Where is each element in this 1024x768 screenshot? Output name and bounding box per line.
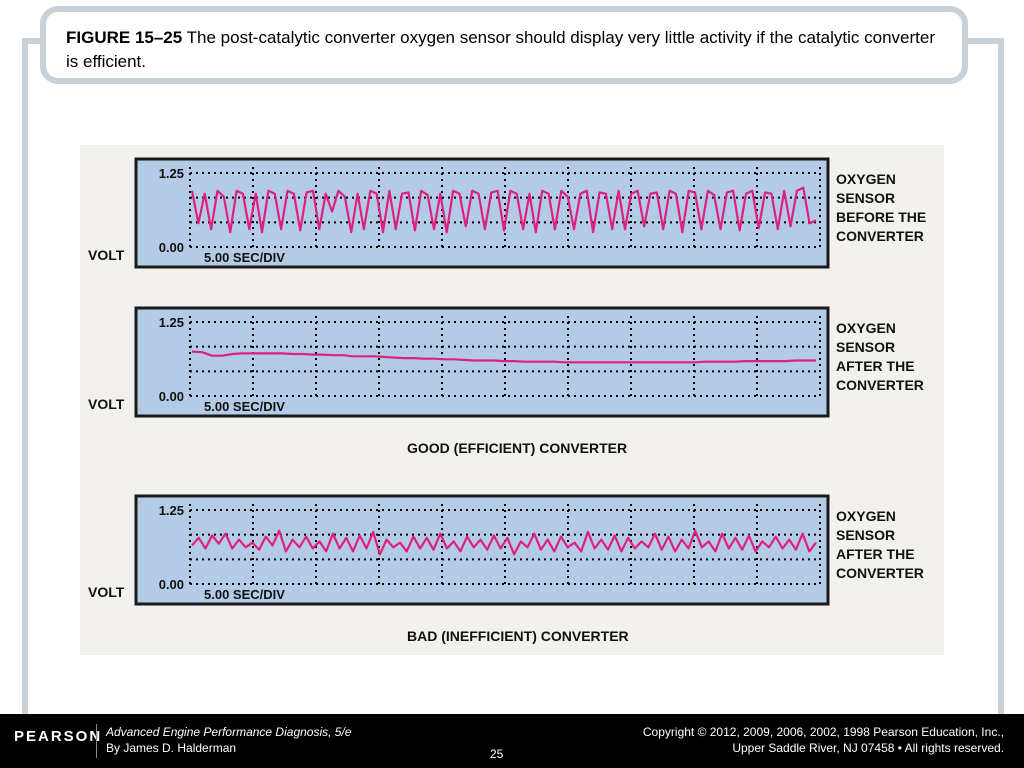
oxygen-sensor-figure: 1.25 0.00 5.00 SEC/DIV VOLT OXYGEN SENSOR BEFO… xyxy=(88,157,926,644)
x-axis-label: 5.00 SEC/DIV xyxy=(204,399,285,414)
y-tick-label-top: 1.25 xyxy=(159,315,184,330)
side-label-line: OXYGEN xyxy=(836,320,896,336)
side-label-line: CONVERTER xyxy=(836,377,924,393)
converter-group-label: BAD (INEFFICIENT) CONVERTER xyxy=(407,628,629,644)
slide-frame-right xyxy=(998,38,1004,716)
converter-group-label: GOOD (EFFICIENT) CONVERTER xyxy=(407,440,627,456)
y-axis-label: VOLT xyxy=(88,396,125,412)
side-label-line: AFTER THE xyxy=(836,358,915,374)
side-label-line: BEFORE THE xyxy=(836,209,926,225)
copyright-line-1: Copyright © 2012, 2009, 2006, 2002, 1998… xyxy=(642,725,1004,739)
footer-divider xyxy=(96,724,97,758)
page-number: 25 xyxy=(490,747,504,761)
author-name: By James D. Halderman xyxy=(106,741,237,755)
side-label-line: SENSOR xyxy=(836,190,895,206)
y-axis-label: VOLT xyxy=(88,247,125,263)
figure-label: FIGURE 15–25 xyxy=(66,28,183,47)
copyright-line-2: Upper Saddle River, NJ 07458 • All right… xyxy=(732,741,1004,755)
y-tick-label-bottom: 0.00 xyxy=(159,389,184,404)
footer-bar: PEARSON Advanced Engine Performance Diag… xyxy=(0,714,1024,768)
caption-text: The post-catalytic converter oxygen sens… xyxy=(66,28,935,71)
side-label-line: OXYGEN xyxy=(836,171,896,187)
figure-caption: FIGURE 15–25 The post-catalytic converte… xyxy=(66,26,946,74)
chart-panel-3: 1.25 0.00 5.00 SEC/DIV VOLT OXYGEN SENSOR AFTE… xyxy=(88,494,924,644)
sensor-trace xyxy=(190,186,817,234)
side-label-line: SENSOR xyxy=(836,339,895,355)
sensor-trace xyxy=(191,350,816,364)
plot-area xyxy=(134,494,830,606)
y-tick-label-top: 1.25 xyxy=(159,503,184,518)
y-tick-label-bottom: 0.00 xyxy=(159,240,184,255)
slide-frame-left xyxy=(22,38,28,716)
caption-box: FIGURE 15–25 The post-catalytic converte… xyxy=(40,6,968,84)
y-tick-label-bottom: 0.00 xyxy=(159,577,184,592)
x-axis-label: 5.00 SEC/DIV xyxy=(204,250,285,265)
y-axis-label: VOLT xyxy=(88,584,125,600)
side-label-line: CONVERTER xyxy=(836,228,924,244)
side-label-line: CONVERTER xyxy=(836,565,924,581)
side-label-line: OXYGEN xyxy=(836,508,896,524)
chart-panel-1: 1.25 0.00 5.00 SEC/DIV VOLT OXYGEN SENSOR BEFO… xyxy=(88,157,926,269)
x-axis-label: 5.00 SEC/DIV xyxy=(204,587,285,602)
chart-panel-2: 1.25 0.00 5.00 SEC/DIV VOLT OXYGEN SENSOR AFTE… xyxy=(88,306,924,456)
sensor-trace xyxy=(191,529,817,556)
pearson-logo: PEARSON xyxy=(14,728,103,745)
side-label-line: AFTER THE xyxy=(836,546,915,562)
book-title: Advanced Engine Performance Diagnosis, 5… xyxy=(106,725,352,739)
y-tick-label-top: 1.25 xyxy=(159,166,184,181)
side-label-line: SENSOR xyxy=(836,527,895,543)
figure-area: 1.25 0.00 5.00 SEC/DIV VOLT OXYGEN SENSOR BEFO… xyxy=(80,145,944,655)
